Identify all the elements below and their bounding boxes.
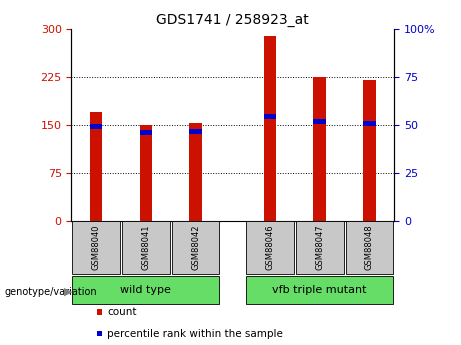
- Text: GSM88040: GSM88040: [92, 225, 101, 270]
- Bar: [90, 124, 102, 129]
- Bar: [140, 130, 152, 135]
- Bar: [72, 221, 120, 274]
- Bar: [313, 77, 326, 221]
- Bar: [363, 80, 376, 221]
- Bar: [296, 221, 343, 274]
- Text: GSM88048: GSM88048: [365, 225, 374, 270]
- Text: count: count: [107, 307, 136, 317]
- Text: genotype/variation: genotype/variation: [5, 287, 97, 296]
- Text: GSM88041: GSM88041: [142, 225, 150, 270]
- Bar: [189, 129, 202, 134]
- Bar: [122, 221, 170, 274]
- Text: GSM88047: GSM88047: [315, 225, 324, 270]
- Bar: [172, 221, 219, 274]
- Bar: [345, 221, 393, 274]
- Bar: [90, 112, 102, 221]
- Bar: [246, 276, 393, 304]
- Text: vfb triple mutant: vfb triple mutant: [272, 285, 367, 295]
- Title: GDS1741 / 258923_at: GDS1741 / 258923_at: [156, 13, 309, 27]
- Text: wild type: wild type: [120, 285, 171, 295]
- Text: percentile rank within the sample: percentile rank within the sample: [107, 329, 283, 339]
- Bar: [140, 125, 152, 221]
- Text: GSM88046: GSM88046: [266, 225, 275, 270]
- Bar: [313, 119, 326, 125]
- Text: GSM88042: GSM88042: [191, 225, 200, 270]
- Bar: [189, 123, 202, 221]
- Bar: [264, 114, 276, 119]
- Bar: [363, 121, 376, 126]
- Bar: [246, 221, 294, 274]
- Text: ▶: ▶: [64, 287, 72, 296]
- Bar: [264, 36, 276, 221]
- Bar: [72, 276, 219, 304]
